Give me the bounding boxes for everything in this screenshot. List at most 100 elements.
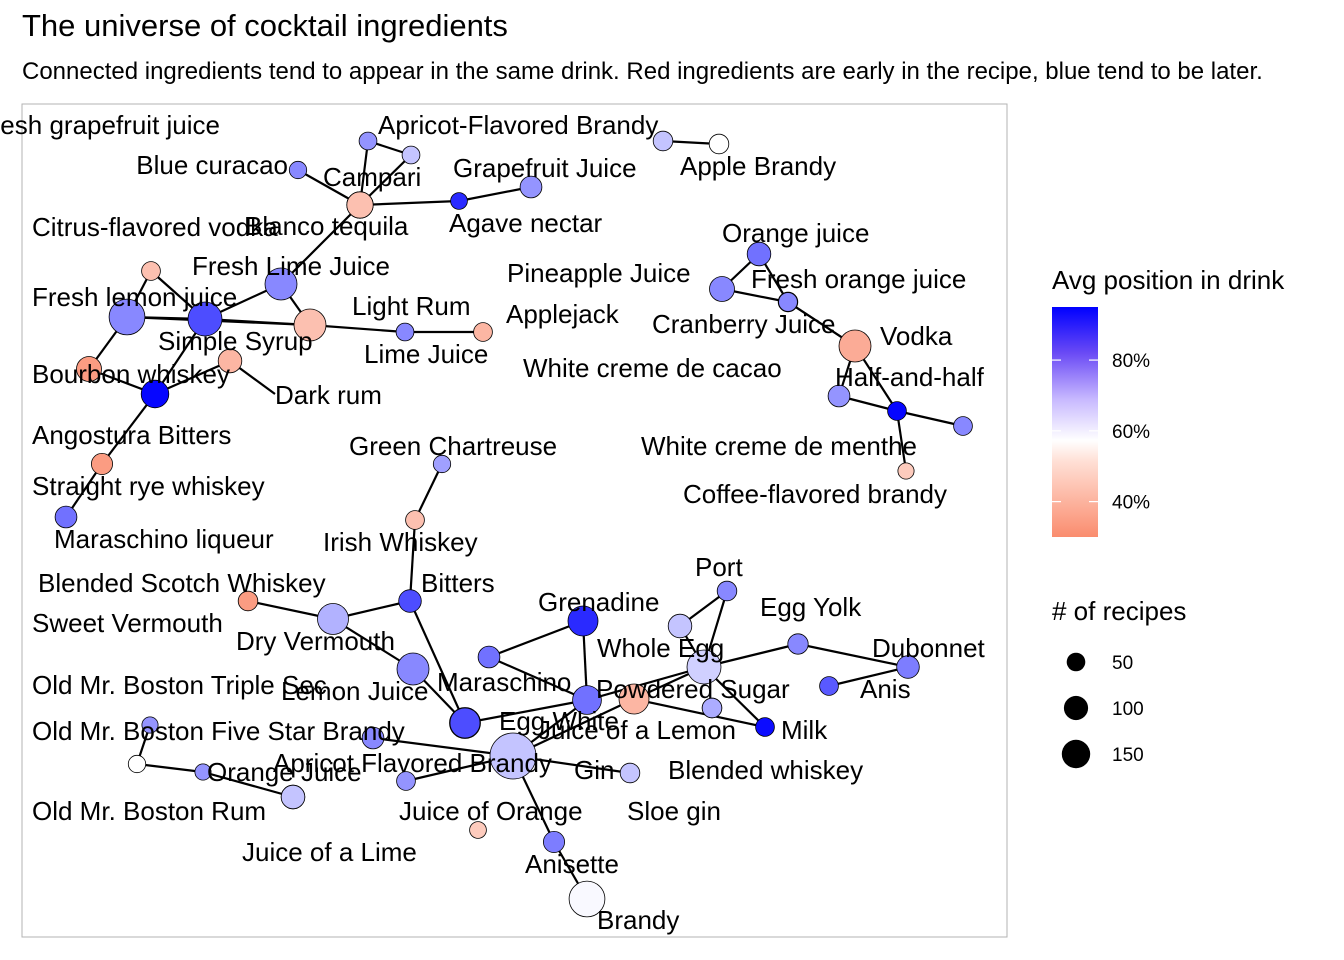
label-layer: Fresh grapefruit juice Apricot-Flavored B… (0, 110, 986, 935)
edge-half-and-half-coffee-flavored-brandy (895, 410, 908, 472)
node-juice-of-a-lime (280, 784, 306, 810)
size-legend-label-0: 50 (1112, 653, 1133, 674)
size-legend: # of recipes 50 100 150 (1052, 596, 1186, 769)
edge-maraschino-egg-white (488, 655, 588, 702)
label-maraschino-liqueur: Maraschino liqueur (54, 524, 274, 554)
label-half-and-half: Half-and-half (835, 362, 985, 392)
label-pineapple-juice: Pineapple Juice (507, 258, 691, 288)
label-blended-whiskey: Blended whiskey (668, 755, 863, 785)
node-simple-syrup (187, 301, 223, 337)
label-lemon-juice: Lemon Juice (281, 676, 428, 706)
size-legend-circle-0 (1066, 652, 1086, 672)
edge-green-chartreuse-irish-whiskey (414, 463, 443, 521)
label-white-creme-de-cacao: White creme de cacao (523, 353, 782, 383)
label-anis: Anis (860, 674, 911, 704)
edge-gin-apricot-flavored-brandy (372, 736, 514, 758)
node-cranberry-juice (778, 292, 798, 312)
label-brandy: Brandy (597, 905, 679, 935)
size-legend-label-2: 150 (1112, 745, 1144, 766)
label-orange-juice: Orange juice (722, 218, 869, 248)
node-citrus-flavored-vodka (141, 261, 161, 281)
label-apricot-flavored-brandy: Apricot Flavored Brandy (273, 748, 552, 778)
edge-angostura-bitters-straight-rye-whiskey (101, 393, 156, 465)
label-grapefruit-juice: Grapefruit Juice (453, 153, 637, 183)
node-white-creme-de-cacao (827, 384, 851, 408)
label-juice-of-a-lime: Juice of a Lime (242, 837, 417, 867)
label-white-creme-de-menthe: White creme de menthe (641, 431, 917, 461)
edge-orange-juice-old-mr-boston-rum (202, 770, 294, 799)
node-coffee-flavored-brandy (897, 462, 915, 480)
node-bitters (398, 589, 422, 613)
node-sweet-vermouth (317, 603, 349, 635)
node-lime-juice (395, 322, 415, 342)
label-juice-of-orange: Juice of Orange (399, 796, 583, 826)
label-bourbon-whiskey: Bourbon whiskey (32, 359, 230, 389)
label-angostura-bitters: Angostura Bitters (32, 420, 231, 450)
label-sweet-vermouth: Sweet Vermouth (32, 608, 223, 638)
node-vodka (838, 329, 872, 363)
label-powdered-sugar: Powdered Sugar (596, 674, 790, 704)
size-legend-items: 50 100 150 (1061, 652, 1144, 769)
label-dry-vermouth: Dry Vermouth (236, 626, 395, 656)
color-legend: Avg position in drink 40% 60% 80% (1052, 265, 1285, 537)
node-grenadine (567, 605, 599, 637)
node-old-mr-boston-five-star-brandy (127, 754, 147, 774)
label-campari: Campari (323, 162, 421, 192)
colorbar (1052, 307, 1098, 537)
label-maraschino: Maraschino (437, 667, 571, 697)
node-maraschino-liqueur (54, 505, 78, 529)
label-coffee-flavored-brandy: Coffee-flavored brandy (683, 479, 947, 509)
label-blanco-tequila: Blanco tequila (245, 211, 409, 241)
node-dark-rum (217, 348, 243, 374)
node-white-creme-de-menthe (953, 416, 973, 436)
node-brandy (568, 880, 606, 918)
node-straight-rye-whiskey (91, 452, 114, 475)
label-vodka: Vodka (880, 321, 953, 351)
edge-lemon-juice-egg-white (464, 698, 588, 725)
node-grapefruit-juice (519, 175, 543, 199)
node-old-mr-boston-triple-sec (141, 716, 159, 734)
label-green-chartreuse: Green Chartreuse (349, 431, 557, 461)
node-bourbon-whiskey (76, 356, 102, 382)
node-fresh-grapefruit-juice (358, 131, 378, 151)
label-old-mr-boston-five-star-brandy: Old Mr. Boston Five Star Brandy (32, 716, 405, 746)
label-blue-curacao: Blue curacao (136, 150, 288, 180)
plot-panel (21, 103, 1008, 938)
colorbar-tick-label-1: 60% (1112, 422, 1150, 443)
label-straight-rye-whiskey: Straight rye whiskey (32, 471, 265, 501)
label-port: Port (695, 552, 743, 582)
node-egg-yolk (787, 633, 809, 655)
node-light-rum (293, 308, 327, 342)
node-fresh-lemon-juice (108, 298, 146, 336)
label-milk: Milk (781, 715, 828, 745)
node-port (716, 580, 738, 602)
node-maraschino (477, 645, 501, 669)
label-light-rum: Light Rum (352, 291, 471, 321)
node-anis (819, 676, 839, 696)
colorbar-ticks: 40% 60% 80% (1052, 351, 1150, 514)
label-irish-whiskey: Irish Whiskey (323, 527, 478, 557)
color-legend-title: Avg position in drink (1052, 265, 1285, 295)
node-blended-scotch-whiskey (237, 590, 259, 612)
size-legend-circle-1 (1063, 695, 1089, 721)
label-grenadine: Grenadine (538, 587, 659, 617)
label-orange-juice: Orange Juice (207, 757, 362, 787)
node-anisette (543, 831, 566, 854)
edge-bitters-lemon-juice (408, 600, 467, 724)
node-gin (489, 732, 537, 780)
label-fresh-lime-juice: Fresh Lime Juice (192, 251, 390, 281)
label-lime-juice: Lime Juice (364, 339, 488, 369)
edge-agave-nectar-grapefruit-juice (458, 185, 532, 203)
node-agave-nectar (450, 192, 468, 210)
label-sloe-gin: Sloe gin (627, 796, 721, 826)
edge-anis-dubonnet (828, 665, 909, 688)
node-applejack (473, 322, 493, 342)
node-dry-vermouth (396, 652, 430, 686)
label-dubonnet: Dubonnet (872, 633, 986, 663)
node-apricot-flavored-brandy (401, 145, 421, 165)
node-orange-juice (194, 763, 212, 781)
label-agave-nectar: Agave nectar (449, 208, 603, 238)
label-apple-brandy: Apple Brandy (680, 151, 836, 181)
node-layer (54, 130, 973, 918)
